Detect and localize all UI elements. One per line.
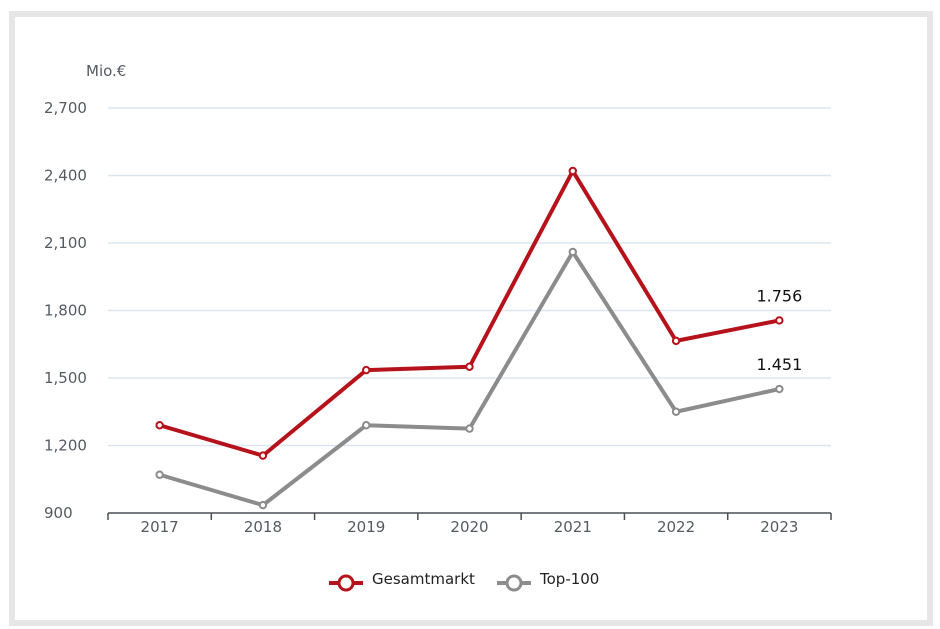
data-point	[775, 316, 784, 325]
data-point	[568, 166, 577, 176]
data-point	[258, 451, 268, 460]
data-point	[258, 500, 268, 510]
data-point	[155, 421, 164, 430]
series-gesamtmarkt: 1.756	[155, 166, 802, 460]
y-tick-label: 900	[44, 504, 73, 522]
legend-label: Gesamtmarkt	[372, 570, 475, 588]
y-tick-label: 1,500	[44, 369, 87, 387]
data-point	[465, 424, 474, 433]
series-group: 1.756 1.451	[155, 166, 802, 510]
series-top-100: 1.451	[155, 247, 802, 510]
data-point	[465, 362, 474, 371]
x-tick-label: 2017	[141, 518, 179, 536]
x-tick-label: 2020	[450, 518, 488, 536]
y-axis-unit-label: Mio.€	[86, 62, 126, 80]
x-tick-label: 2021	[554, 518, 592, 536]
data-point	[155, 470, 164, 479]
data-point	[362, 365, 371, 375]
data-point	[671, 407, 681, 416]
legend-item-gesamtmarkt[interactable]: Gesamtmarkt	[329, 570, 475, 592]
data-label: 1.451	[756, 355, 802, 374]
y-tick-label: 2,400	[44, 167, 87, 185]
legend[interactable]: Gesamtmarkt Top-100	[329, 570, 599, 592]
y-axis-tick-labels: 900 1,200 1,500 1,800 2,100 2,400 2,700	[44, 99, 87, 522]
legend-item-top-100[interactable]: Top-100	[497, 570, 599, 592]
x-tick-label: 2022	[657, 518, 695, 536]
x-tick-label: 2018	[244, 518, 282, 536]
legend-swatch-marker	[505, 574, 523, 592]
data-point	[671, 336, 681, 346]
data-label: 1.756	[756, 286, 802, 305]
y-tick-label: 2,100	[44, 234, 87, 252]
series-line	[157, 169, 782, 458]
data-point	[362, 421, 371, 430]
y-tick-label: 1,800	[44, 302, 87, 320]
x-tick-label: 2019	[347, 518, 385, 536]
data-point	[568, 247, 577, 257]
x-tick-label: 2023	[760, 518, 798, 536]
grid-lines	[108, 107, 831, 447]
x-axis: 2017 2018 2019 2020 2021 2022 2023	[107, 512, 832, 536]
y-tick-label: 2,700	[44, 99, 87, 117]
data-point	[775, 384, 784, 394]
legend-label: Top-100	[539, 570, 599, 588]
y-tick-label: 1,200	[44, 437, 87, 455]
legend-swatch-marker	[337, 574, 355, 592]
